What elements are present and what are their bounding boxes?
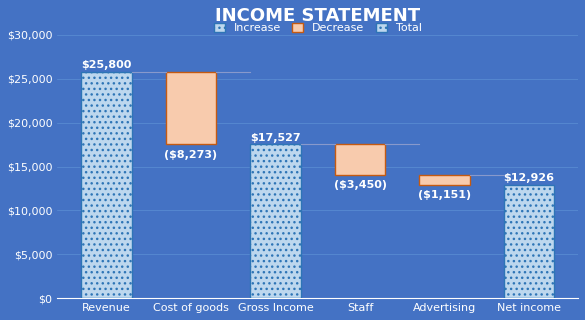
Text: $17,527: $17,527	[250, 132, 301, 143]
Bar	[81, 72, 132, 298]
Text: ($3,450): ($3,450)	[333, 180, 387, 190]
Legend: Increase, Decrease, Total: Increase, Decrease, Total	[211, 19, 425, 36]
Text: ($1,151): ($1,151)	[418, 190, 471, 200]
Bar	[419, 175, 470, 185]
Text: ($8,273): ($8,273)	[164, 149, 218, 160]
Bar	[504, 185, 555, 298]
Text: $25,800: $25,800	[81, 60, 132, 70]
Bar	[335, 144, 386, 175]
Bar	[250, 144, 301, 298]
Text: $12,926: $12,926	[504, 173, 555, 183]
Title: INCOME STATEMENT: INCOME STATEMENT	[215, 7, 420, 25]
Bar	[166, 72, 216, 144]
